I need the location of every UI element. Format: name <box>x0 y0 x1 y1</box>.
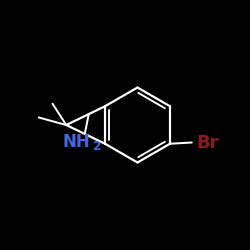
Text: 2: 2 <box>93 140 101 152</box>
Text: Br: Br <box>196 134 219 152</box>
Text: NH: NH <box>62 132 90 150</box>
